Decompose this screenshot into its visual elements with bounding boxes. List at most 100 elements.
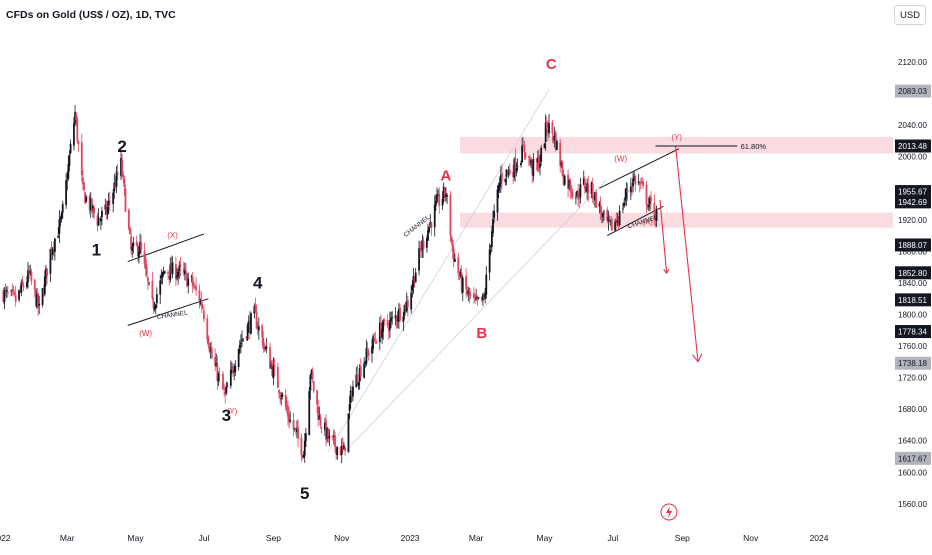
candle-body [317,406,320,420]
x-tick-label: Nov [334,533,350,543]
candle [569,177,572,200]
candle-body [501,173,503,181]
candle-body [226,386,229,388]
candle [434,194,437,211]
y-tick-label: 1680.00 [898,405,927,414]
corrective-channel-lower [127,298,209,326]
candle [177,269,180,285]
candle [590,181,593,199]
candle-body [254,305,257,313]
candle [83,181,85,192]
candle [563,173,566,186]
candle-body [547,129,549,132]
candle-body [75,114,78,121]
candle [399,304,401,323]
candle [52,241,55,257]
wave-label: B [476,325,487,342]
candle-body [418,248,420,271]
candle-body [461,277,464,293]
candle-body [308,391,311,436]
candle-body [457,257,460,274]
candle [247,315,250,334]
candle-body [250,313,252,334]
currency-button[interactable]: USD [894,5,926,25]
candle-body [443,187,446,197]
candle-body [650,196,652,202]
candle [127,208,130,231]
price-label-bg [895,195,931,209]
candle [170,255,173,273]
candle [43,270,46,297]
candle [238,340,241,354]
candle [129,226,131,236]
candle-body [46,268,48,276]
candle-body [449,194,452,236]
candle-body [68,155,71,166]
candle [568,178,571,190]
candle [437,189,439,197]
candle [436,187,438,204]
candle-body [123,178,126,187]
y-tick-label: 1920.00 [898,216,927,225]
candle-body [590,182,593,194]
candle [67,155,70,181]
candle-body [468,288,471,296]
candle [452,245,455,268]
candle [629,177,632,200]
candle-body [414,272,417,283]
candle-body [553,133,556,141]
candle [121,153,124,179]
candle-body [132,242,135,247]
candle-body [512,171,515,178]
candle [241,330,243,348]
candle-body [207,337,210,346]
candle [545,116,548,136]
price-label-text: 1818.51 [898,296,927,305]
candle [594,192,596,208]
candle-body [367,351,370,356]
candle [140,234,143,256]
candle-body [139,241,141,254]
candle-body [507,169,510,175]
candle-body [83,182,85,191]
candle-body [336,447,339,456]
wave-label: (Y) [671,133,682,142]
candle-body [60,213,63,219]
price-label: 2083.03 [895,84,931,98]
price-label-text: 1738.18 [898,359,927,368]
candle [222,371,224,390]
candle [608,215,611,223]
candle-body [143,251,146,264]
projection-arrow-short [659,199,668,274]
candle-body [475,297,478,299]
candle [120,151,122,181]
candle [130,228,132,255]
candle-body [428,226,431,232]
candle-body [167,271,169,274]
candle [532,153,535,182]
candle-body [482,294,484,301]
candle [413,275,416,288]
candle [144,255,147,277]
candle-body [225,387,228,394]
candle-body [127,209,130,229]
candle-body [271,364,274,376]
candle-body [328,435,331,439]
candle-body [454,258,456,262]
candle [206,314,209,344]
candle [446,193,448,205]
candle-body [311,371,314,380]
candle [270,360,273,370]
candle [162,266,165,277]
candle-body [272,365,275,379]
candle [332,429,335,445]
candle-body [427,229,429,241]
candle [474,293,476,304]
candle [21,275,24,287]
candle-body [106,207,109,214]
candle [570,185,573,199]
candle-body [175,264,177,280]
candle-body [97,217,100,226]
